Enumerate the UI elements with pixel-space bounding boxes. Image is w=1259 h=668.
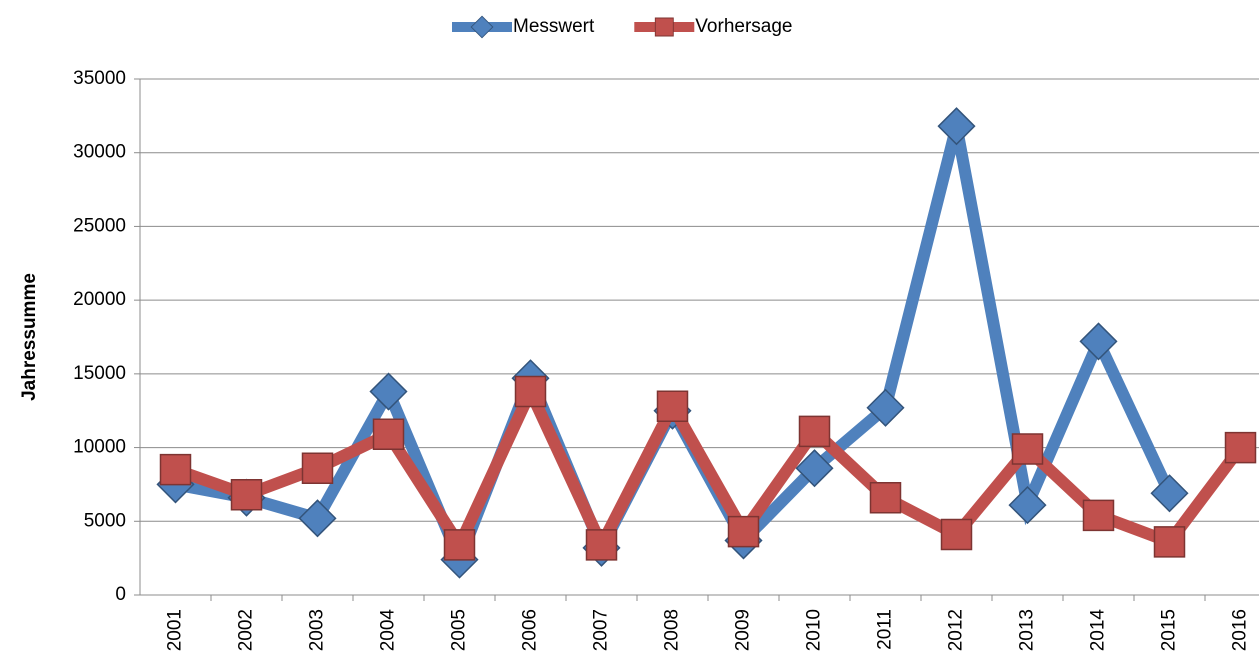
legend-label: Messwert [513,16,595,37]
marker [369,372,408,411]
x-tick-label: 2008 [662,609,683,651]
y-tick-label: 35000 [73,68,126,89]
x-tick-label: 2005 [449,609,470,651]
x-tick-label: 2010 [804,609,825,651]
marker [869,481,902,514]
x-tick-label: 2009 [733,609,754,651]
y-tick-label: 30000 [73,142,126,163]
y-tick-label: 0 [115,584,126,605]
y-tick-label: 5000 [84,510,126,531]
legend-label: Vorhersage [695,16,792,37]
marker [937,107,976,146]
marker [940,518,973,551]
y-tick-label: 10000 [73,437,126,458]
x-tick-label: 2002 [236,609,257,651]
marker [795,449,834,488]
marker [298,499,337,538]
marker [798,415,831,448]
marker [1011,433,1044,465]
y-tick-label: 25000 [73,215,126,236]
x-tick-label: 2014 [1088,609,1109,652]
marker [866,388,905,427]
marker [372,418,405,451]
x-tick-label: 2004 [378,609,399,652]
x-tick-label: 2003 [307,609,328,651]
marker [585,529,618,561]
y-axis-label: Jahressumme [19,273,40,401]
marker [727,515,760,548]
x-tick-label: 2006 [520,609,541,651]
x-tick-label: 2011 [875,609,896,650]
marker [1079,322,1118,361]
marker [1224,431,1257,464]
marker [443,529,476,561]
marker [656,390,689,423]
marker [301,452,334,484]
marker [1008,486,1047,525]
x-tick-label: 2007 [591,609,612,651]
marker [230,478,263,511]
marker [159,453,192,486]
marker [1153,526,1186,558]
marker [514,375,547,408]
marker [654,17,674,37]
y-tick-label: 20000 [73,289,126,310]
series-line [173,377,1246,559]
x-tick-label: 2015 [1159,609,1180,651]
marker [1150,474,1189,513]
x-tick-label: 2016 [1230,609,1251,651]
marker [470,15,494,39]
x-tick-label: 2013 [1017,609,1038,651]
x-tick-label: 2001 [165,609,186,651]
marker [1082,499,1115,532]
x-tick-label: 2012 [946,609,967,651]
y-tick-label: 15000 [73,363,126,384]
